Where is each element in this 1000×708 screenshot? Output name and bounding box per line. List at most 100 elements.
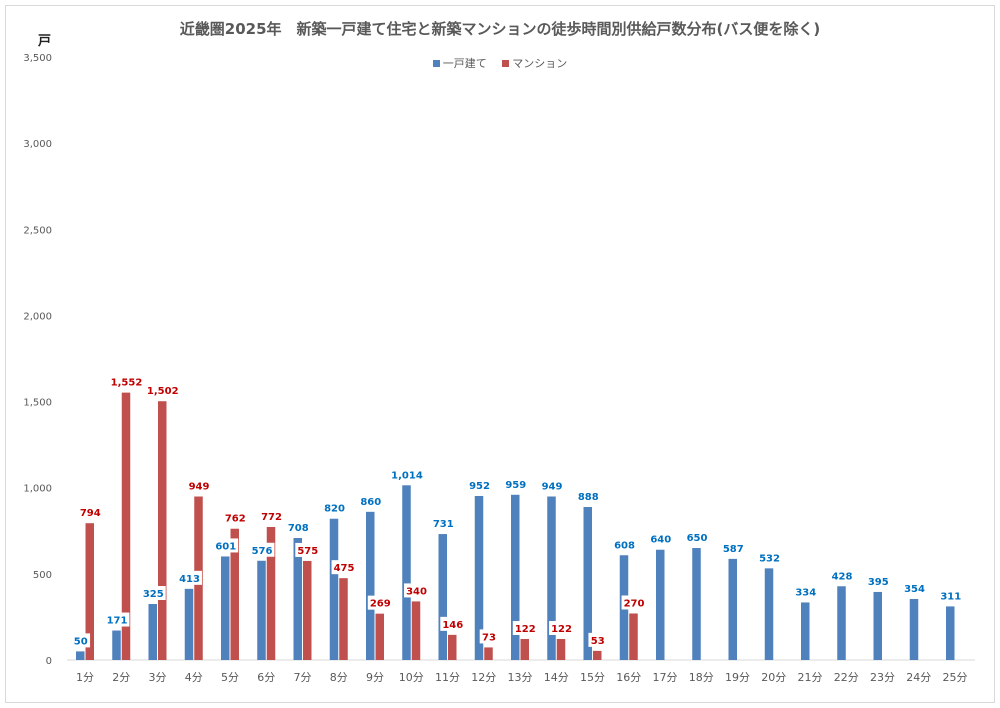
data-label: 340 bbox=[406, 586, 427, 597]
data-label: 171 bbox=[107, 616, 128, 627]
data-label: 311 bbox=[940, 591, 961, 602]
y-tick-label: 3,500 bbox=[23, 53, 52, 64]
legend-swatch bbox=[502, 59, 510, 67]
data-label: 269 bbox=[370, 599, 391, 610]
data-label-bg bbox=[177, 570, 202, 585]
x-tick-label: 12分 bbox=[471, 671, 496, 684]
y-tick-label: 2,000 bbox=[23, 311, 52, 322]
data-label-bg bbox=[793, 584, 819, 599]
bar-condo bbox=[484, 647, 493, 660]
data-label-bg bbox=[829, 568, 855, 583]
data-label-bg bbox=[503, 476, 529, 491]
data-label: 1,552 bbox=[111, 378, 143, 389]
data-label-bg bbox=[757, 550, 782, 565]
x-tick-label: 23分 bbox=[870, 671, 895, 684]
data-label: 820 bbox=[324, 504, 345, 515]
data-label-bg bbox=[144, 383, 182, 398]
bar-detached bbox=[583, 507, 592, 660]
data-label: 794 bbox=[80, 508, 101, 519]
data-label: 860 bbox=[360, 497, 381, 508]
bar-condo bbox=[339, 578, 348, 660]
bar-detached bbox=[76, 651, 85, 660]
data-label: 270 bbox=[624, 598, 645, 609]
data-label: 708 bbox=[288, 523, 309, 534]
bar-detached bbox=[257, 560, 266, 660]
y-tick-label: 2,500 bbox=[23, 225, 52, 236]
data-label-bg bbox=[404, 583, 429, 598]
data-label-bg bbox=[938, 588, 964, 603]
bar-condo bbox=[303, 560, 312, 660]
data-label: 1,014 bbox=[391, 470, 423, 481]
data-label: 640 bbox=[650, 535, 671, 546]
legend-label: マンション bbox=[512, 57, 568, 70]
data-label-bg bbox=[322, 500, 347, 515]
y-tick-label: 500 bbox=[33, 570, 52, 581]
data-label: 475 bbox=[334, 563, 355, 574]
data-label-bg bbox=[259, 508, 284, 523]
bar-detached bbox=[112, 630, 121, 660]
bar-detached bbox=[293, 538, 302, 660]
bar-detached bbox=[656, 549, 665, 660]
x-tick-label: 5分 bbox=[221, 671, 239, 684]
data-label-bg bbox=[902, 581, 927, 596]
data-label-bg bbox=[467, 477, 492, 492]
data-label: 576 bbox=[252, 546, 273, 557]
data-label: 53 bbox=[591, 636, 605, 647]
data-label-bg bbox=[388, 467, 426, 482]
x-tick-label: 4分 bbox=[185, 671, 203, 684]
legend-item-condo: マンション bbox=[502, 55, 567, 71]
data-label-bg bbox=[440, 616, 466, 631]
data-label-bg bbox=[358, 493, 384, 508]
bar-condo bbox=[448, 634, 457, 660]
data-label-bg bbox=[612, 537, 637, 552]
data-label: 949 bbox=[189, 482, 210, 493]
x-tick-label: 21分 bbox=[798, 671, 823, 684]
data-label-bg bbox=[107, 374, 146, 389]
data-label-bg bbox=[648, 531, 674, 546]
bar-detached bbox=[402, 485, 411, 660]
data-label: 762 bbox=[225, 514, 246, 525]
bar-condo bbox=[230, 528, 239, 660]
bar-detached bbox=[837, 586, 846, 660]
x-tick-label: 22分 bbox=[834, 671, 859, 684]
data-label-bg bbox=[684, 530, 710, 545]
bar-condo bbox=[520, 638, 529, 660]
legend-label: 一戸建て bbox=[442, 57, 487, 70]
bar-detached bbox=[692, 548, 701, 660]
data-label-bg bbox=[720, 540, 746, 555]
data-label-bg bbox=[295, 542, 321, 557]
y-axis-unit: 戸 bbox=[38, 34, 52, 49]
data-label-bg bbox=[549, 620, 574, 635]
data-label: 949 bbox=[542, 482, 563, 493]
x-tick-label: 19分 bbox=[725, 671, 750, 684]
data-label-bg bbox=[213, 538, 239, 553]
x-tick-label: 24分 bbox=[906, 671, 931, 684]
data-label: 575 bbox=[297, 546, 318, 557]
bar-detached bbox=[728, 558, 737, 660]
data-label-bg bbox=[539, 478, 565, 493]
data-label: 146 bbox=[442, 620, 463, 631]
y-tick-label: 1,000 bbox=[23, 484, 52, 495]
x-tick-label: 17分 bbox=[653, 671, 678, 684]
bar-condo bbox=[629, 613, 638, 660]
bar-detached bbox=[474, 495, 484, 660]
y-tick-label: 3,000 bbox=[23, 139, 52, 150]
bar-detached bbox=[438, 534, 447, 660]
bar-condo bbox=[85, 523, 94, 660]
x-tick-label: 18分 bbox=[689, 671, 714, 684]
data-label: 354 bbox=[904, 584, 925, 595]
data-label-bg bbox=[77, 505, 103, 520]
data-label: 587 bbox=[723, 544, 744, 555]
data-label-bg bbox=[621, 595, 647, 610]
data-label-bg bbox=[104, 612, 130, 627]
data-label: 952 bbox=[469, 481, 490, 492]
legend-item-detached: 一戸建て bbox=[432, 55, 487, 71]
x-tick-label: 11分 bbox=[435, 671, 460, 684]
data-label: 1,502 bbox=[147, 386, 179, 397]
x-tick-label: 20分 bbox=[761, 671, 786, 684]
y-tick-label: 1,500 bbox=[23, 398, 52, 409]
data-label-bg bbox=[140, 586, 166, 601]
x-tick-label: 15分 bbox=[580, 671, 605, 684]
bar-detached bbox=[873, 591, 882, 660]
